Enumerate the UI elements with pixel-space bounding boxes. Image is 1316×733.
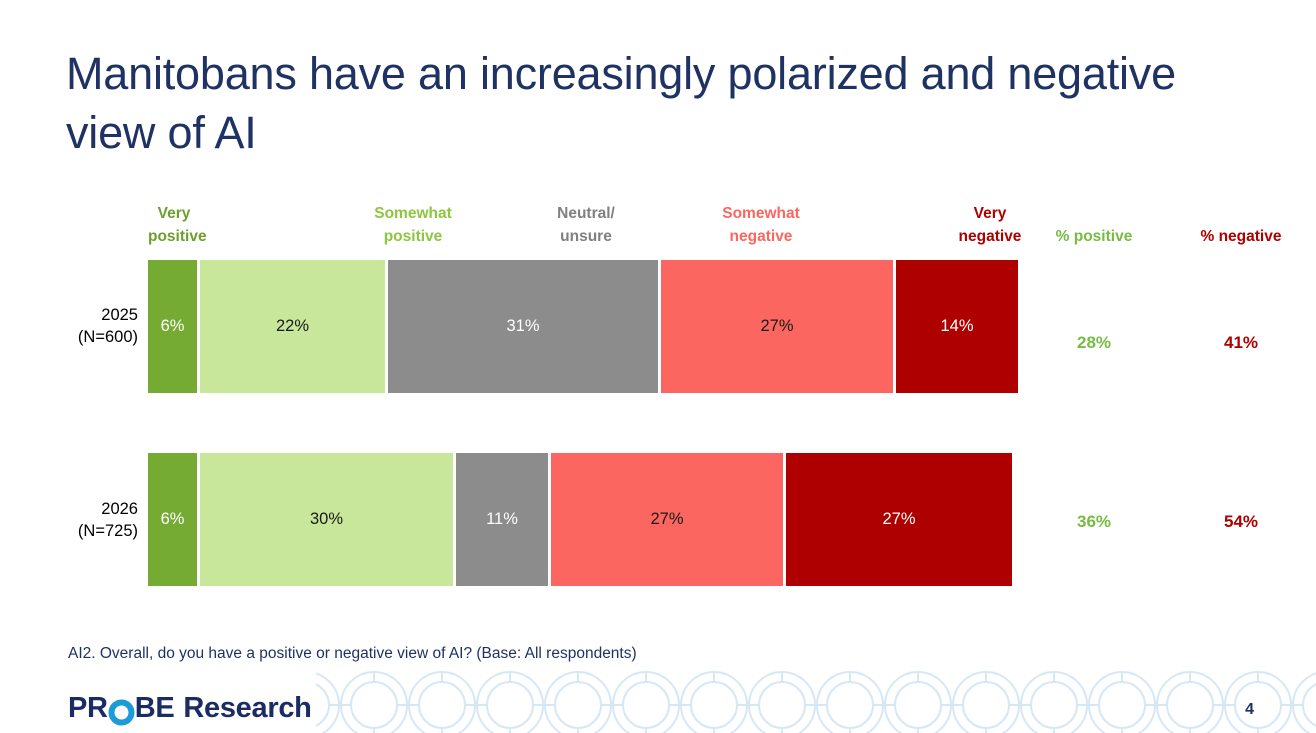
summary-pct-positive-2025: 28% xyxy=(1076,333,1112,352)
bar-row-2025: 6% 22% 31% 27% 14% xyxy=(148,260,1021,393)
page-number: 4 xyxy=(1245,701,1254,718)
column-header-pct-positive: % positive xyxy=(1055,228,1133,245)
segment-somewhat-positive[interactable]: 22% xyxy=(200,260,385,393)
logo-ring-o-icon xyxy=(108,694,135,726)
footer: PR BE Research 4 xyxy=(0,671,1316,733)
column-header-somewhat-positive: Somewhat positive xyxy=(374,205,452,245)
segment-value: 30% xyxy=(309,510,344,529)
summary-pct-positive-2026: 36% xyxy=(1076,512,1112,531)
column-header-pct-negative: % negative xyxy=(1200,228,1282,245)
segment-very-positive[interactable]: 6% xyxy=(148,453,197,586)
segment-value: 31% xyxy=(506,317,540,336)
row-label-2025: 2025 (N=600) xyxy=(77,306,138,346)
bar-row-2026: 6% 30% 11% 27% 27% xyxy=(148,453,1021,586)
segment-neutral-unsure[interactable]: 11% xyxy=(456,453,548,586)
column-header-neutral-unsure: Neutral/ unsure xyxy=(557,205,615,245)
logo-text-pr: PR xyxy=(68,692,108,724)
segment-somewhat-negative[interactable]: 27% xyxy=(551,453,783,586)
segment-value: 6% xyxy=(160,510,185,529)
summary-pct-negative-2026: 54% xyxy=(1223,512,1259,531)
probe-research-logo: PR BE Research xyxy=(68,692,312,726)
column-header-very-negative: Very negative xyxy=(958,205,1022,245)
row-label-2026: 2026 (N=725) xyxy=(77,500,138,540)
segment-very-negative[interactable]: 14% xyxy=(896,260,1018,393)
segment-value: 6% xyxy=(160,317,185,336)
segment-value: 11% xyxy=(486,510,518,529)
segment-value: 27% xyxy=(760,317,794,336)
column-header-somewhat-negative: Somewhat negative xyxy=(722,205,800,245)
segment-value: 27% xyxy=(650,510,684,529)
segment-very-negative[interactable]: 27% xyxy=(786,453,1012,586)
segment-somewhat-negative[interactable]: 27% xyxy=(661,260,893,393)
column-header-very-positive: Very positive xyxy=(148,205,207,245)
footnote: AI2. Overall, do you have a positive or … xyxy=(68,645,637,662)
segment-value: 27% xyxy=(882,510,916,529)
segment-value: 14% xyxy=(940,317,974,336)
segment-value: 22% xyxy=(275,317,310,336)
logo-text-be: BE xyxy=(134,692,175,724)
segment-very-positive[interactable]: 6% xyxy=(148,260,197,393)
logo-text-research: Research xyxy=(183,692,312,724)
page-title: Manitobans have an increasingly polarize… xyxy=(66,48,1176,158)
decorative-circles-pattern xyxy=(0,671,1316,733)
segment-somewhat-positive[interactable]: 30% xyxy=(200,453,453,586)
segment-neutral-unsure[interactable]: 31% xyxy=(388,260,658,393)
summary-pct-negative-2025: 41% xyxy=(1223,333,1259,352)
